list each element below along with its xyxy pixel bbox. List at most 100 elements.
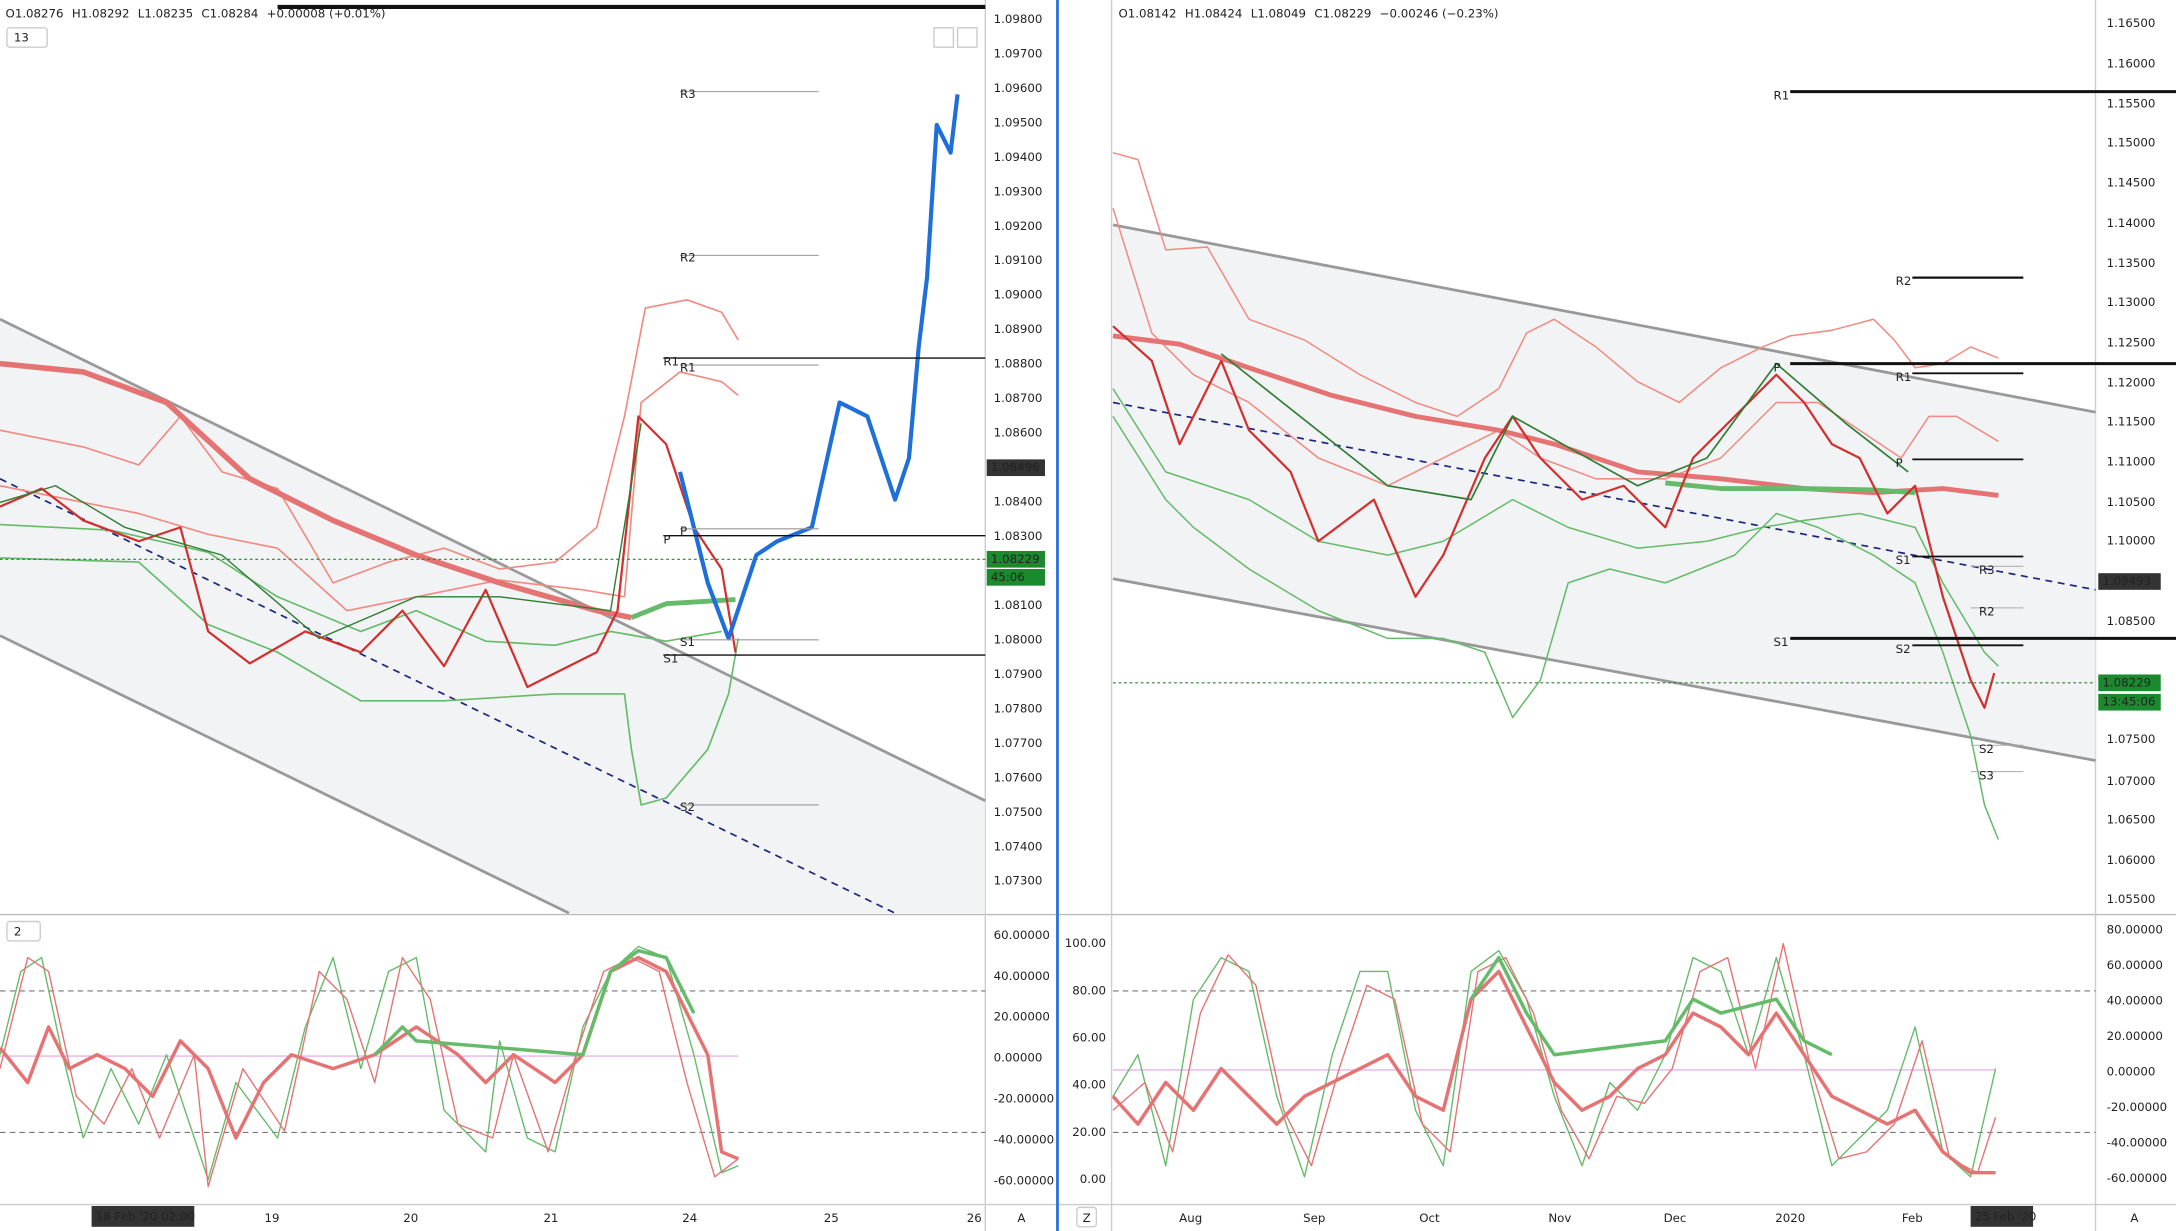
pivot-label: R1 (663, 355, 679, 369)
countdown: 45:06 (991, 570, 1025, 584)
price-tick: 1.10500 (2107, 495, 2156, 509)
osc-tick: 0.00000 (2107, 1064, 2156, 1078)
zoom-label[interactable]: Z (1083, 1211, 1091, 1225)
line-price: 1.09493 (2102, 574, 2151, 588)
current-price-bg (2098, 674, 2161, 692)
price-tick: 1.08800 (994, 357, 1043, 371)
time-cursor: 25 Feb '20 (1975, 1210, 2037, 1224)
price-tick: 1.08400 (994, 495, 1043, 509)
price-tick: 1.12500 (2107, 335, 2156, 349)
price-tick: 1.09200 (994, 219, 1043, 233)
ohlc-value: C1.08284 (201, 6, 258, 20)
ohlc-value: +0.00008 (+0.01%) (267, 6, 386, 20)
price-tick: 1.08900 (994, 322, 1043, 336)
ohlc-value: O1.08276 (6, 6, 64, 20)
osc-tick: 60.00000 (994, 928, 1050, 942)
study-toggle-label[interactable]: 13 (14, 31, 29, 45)
osc-slow (1112, 943, 1997, 1174)
price-tick: 1.11000 (2107, 455, 2156, 469)
zoom-button[interactable] (1076, 1206, 1098, 1228)
ohlc-value: H1.08424 (1185, 6, 1243, 20)
osc-tick: 80.00000 (2107, 922, 2163, 936)
osc-toggle-label[interactable]: 2 (14, 924, 21, 938)
auto-scale[interactable]: A (2130, 1211, 2138, 1225)
price-tick: 1.11500 (2107, 414, 2156, 428)
ohlc-value: H1.08292 (72, 6, 130, 20)
osc-tick: -40.00000 (2107, 1135, 2167, 1149)
pivot-label: S2 (680, 800, 695, 814)
pivot-label: S2 (1979, 742, 1994, 756)
pivot-label: R1 (1896, 370, 1912, 384)
pivot-label: R2 (680, 251, 696, 265)
price-tick: 1.15500 (2107, 97, 2156, 111)
countdown: 13:45:06 (2102, 695, 2155, 709)
osc-slow (0, 956, 739, 1188)
price-tick: 1.12000 (2107, 376, 2156, 390)
time-tick: Dec (1664, 1211, 1687, 1225)
price-tick: 1.08300 (994, 529, 1043, 543)
scroll-button[interactable] (933, 27, 955, 48)
price-tick: 1.07900 (994, 667, 1043, 681)
pivot-label: S1 (1774, 635, 1789, 649)
price-tick: 1.09300 (994, 184, 1043, 198)
pivot-label: S2 (1896, 642, 1911, 656)
time-cursor-bg (91, 1205, 195, 1227)
time-tick: 25 (824, 1211, 839, 1225)
pivot-label: P (1896, 456, 1903, 470)
price-tick: 1.08100 (994, 598, 1043, 612)
pivot-label: P (1774, 360, 1781, 374)
current-price: 1.08229 (2102, 675, 2151, 689)
current-price-bg (986, 550, 1045, 568)
time-tick: Aug (1179, 1211, 1202, 1225)
trend-line (0, 478, 896, 914)
crosshair-price: 1.08496 (991, 460, 1040, 474)
time-tick: 2020 (1775, 1211, 1805, 1225)
osc-tick: 20.00000 (994, 1010, 1050, 1024)
osc-main (1111, 969, 1996, 1175)
channel-fill (0, 319, 986, 914)
pivot-label: P (663, 532, 670, 546)
price-tick: 1.07300 (994, 874, 1043, 888)
env-green-lower (1112, 415, 2000, 840)
price-tick: 1.16000 (2107, 56, 2156, 70)
auto-scale[interactable]: A (1017, 1211, 1025, 1225)
price-tick: 1.07500 (994, 805, 1043, 819)
price-tick: 1.13000 (2107, 295, 2156, 309)
price-tick: 1.09000 (994, 288, 1043, 302)
osc-tick: -20.00000 (994, 1092, 1054, 1106)
bollinger-lower (1112, 207, 1999, 487)
line-price-bg (2098, 573, 2161, 590)
price-tick: 1.07500 (2107, 732, 2156, 746)
ma-red (0, 360, 632, 621)
reset-button[interactable] (956, 27, 978, 48)
price-tick: 1.09100 (994, 253, 1043, 267)
price-tick: 1.13500 (2107, 256, 2156, 270)
price-tick: 1.16500 (2107, 16, 2156, 30)
osc-tick: -40.00000 (994, 1133, 1054, 1147)
price-tick: 1.09500 (994, 115, 1043, 129)
osc-tick: 0.00000 (994, 1051, 1043, 1065)
countdown-bg (986, 569, 1045, 586)
price-candles-up (0, 423, 642, 640)
trend-line (1112, 401, 2096, 591)
channel-line (0, 634, 570, 915)
time-tick: Sep (1303, 1211, 1325, 1225)
osc-tick-left: 100.00 (1065, 936, 1106, 950)
osc-toggle[interactable] (6, 920, 41, 942)
price-tick: 1.14000 (2107, 216, 2156, 230)
osc-main-up (1469, 955, 1833, 1057)
time-tick: 26 (967, 1211, 982, 1225)
pivot-label: R3 (1979, 563, 1995, 577)
osc-tick: 20.00000 (2107, 1029, 2163, 1043)
study-toggle[interactable] (6, 27, 48, 48)
price-tick: 1.07000 (2107, 774, 2156, 788)
price-tick: 1.15000 (2107, 135, 2156, 149)
price-tick: 1.09600 (994, 81, 1043, 95)
pivot-label: P (680, 524, 687, 538)
pivot-label: S1 (680, 635, 695, 649)
ohlc-value: L1.08049 (1251, 6, 1306, 20)
price-candles-up (1220, 353, 1909, 501)
time-cursor-bg (1970, 1205, 2034, 1227)
ohlc-value: C1.08229 (1314, 6, 1371, 20)
